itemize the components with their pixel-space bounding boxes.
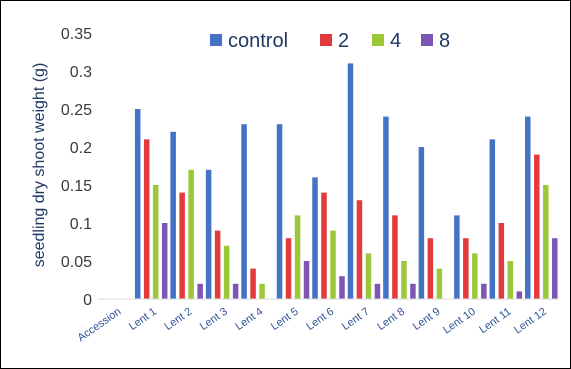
bar-lent-6-series-control xyxy=(312,177,318,299)
legend-swatch xyxy=(210,34,222,46)
bar-lent-1-series-4 xyxy=(152,185,159,299)
bar-lent-12-series-8 xyxy=(552,238,558,299)
bar-lent-5-series-control xyxy=(276,124,283,299)
bar-lent-9-series-2 xyxy=(427,238,434,299)
x-tick-label: Lent 11 xyxy=(477,306,513,336)
x-tick-label: Lent 4 xyxy=(233,306,265,333)
x-tick-label: Lent 5 xyxy=(269,306,301,333)
legend-swatch xyxy=(421,34,433,46)
bar-lent-7-series-2 xyxy=(356,200,363,299)
bar-lent-10-series-8 xyxy=(481,283,487,299)
bar-lent-8-series-control xyxy=(383,116,389,299)
y-tick-label: 0 xyxy=(83,292,92,309)
bar-lent-7-series-4 xyxy=(365,253,372,299)
bar-lent-2-series-8 xyxy=(197,283,203,299)
bar-lent-7-series-control xyxy=(347,63,354,300)
x-tick-label: Accession xyxy=(75,306,123,345)
bar-lent-4-series-control xyxy=(241,124,247,299)
bar-lent-3-series-2 xyxy=(214,230,221,299)
bar-lent-8-series-8 xyxy=(410,283,416,299)
x-tick-label: Lent 10 xyxy=(441,306,478,337)
legend-swatch xyxy=(372,34,384,46)
x-tick-label: Lent 6 xyxy=(304,306,336,333)
x-tick-label: Lent 2 xyxy=(162,306,194,333)
bar-lent-6-series-2 xyxy=(321,192,327,299)
legend-label: 4 xyxy=(390,30,401,52)
bar-lent-2-series-control xyxy=(170,131,176,299)
bar-lent-2-series-4 xyxy=(188,169,194,299)
bar-lent-2-series-2 xyxy=(179,192,185,299)
y-tick-label: 0.15 xyxy=(61,178,92,195)
bar-lent-10-series-2 xyxy=(463,238,469,299)
bar-lent-5-series-8 xyxy=(303,261,310,299)
x-tick-label: Lent 12 xyxy=(512,306,549,337)
bar-lent-11-series-control xyxy=(489,139,496,299)
x-tick-label: Lent 7 xyxy=(340,306,372,333)
y-tick-label: 0.3 xyxy=(70,64,92,81)
bar-lent-6-series-4 xyxy=(330,230,336,299)
bar-lent-11-series-8 xyxy=(516,291,523,299)
legend-label: 8 xyxy=(439,30,450,52)
bar-lent-12-series-control xyxy=(525,116,531,299)
y-tick-label: 0.25 xyxy=(61,102,92,119)
bar-lent-11-series-2 xyxy=(498,223,505,299)
bar-lent-6-series-8 xyxy=(339,276,345,299)
x-tick-label: Lent 9 xyxy=(411,306,443,333)
bar-lent-9-series-4 xyxy=(436,268,443,299)
bar-lent-12-series-4 xyxy=(543,185,549,299)
x-tick-label: Lent 8 xyxy=(375,306,407,333)
bar-lent-1-series-8 xyxy=(161,223,168,299)
legend: control 2 4 8 xyxy=(210,30,450,52)
bar-lent-9-series-control xyxy=(418,147,425,299)
bar-lent-10-series-control xyxy=(454,215,460,299)
bar-lent-3-series-control xyxy=(205,169,212,299)
legend-label: 2 xyxy=(338,30,349,52)
legend-label: control xyxy=(228,30,288,52)
bar-lent-5-series-4 xyxy=(294,215,301,299)
y-axis-label: seedling dry shoot weight (g) xyxy=(31,63,48,268)
bar-lent-10-series-4 xyxy=(472,253,478,299)
bar-lent-12-series-2 xyxy=(534,154,540,299)
y-tick-label: 0.2 xyxy=(70,140,92,157)
y-axis-ticks: 0 0.05 0.1 0.15 0.2 0.25 0.3 0.35 xyxy=(61,26,92,309)
bar-lent-8-series-2 xyxy=(392,215,398,299)
bars xyxy=(134,63,558,300)
bar-lent-3-series-4 xyxy=(223,245,230,299)
bar-lent-5-series-2 xyxy=(285,238,292,299)
bar-lent-8-series-4 xyxy=(401,261,407,299)
bar-lent-1-series-control xyxy=(134,109,141,299)
x-tick-label: Lent 3 xyxy=(198,306,230,333)
y-tick-label: 0.1 xyxy=(70,216,92,233)
y-tick-label: 0.35 xyxy=(61,26,92,43)
legend-swatch xyxy=(320,34,332,46)
x-tick-label: Lent 1 xyxy=(127,306,159,333)
bar-lent-4-series-2 xyxy=(250,268,256,299)
bar-lent-1-series-2 xyxy=(143,139,150,299)
bar-lent-3-series-8 xyxy=(232,283,239,299)
y-tick-label: 0.05 xyxy=(61,254,92,271)
bar-lent-11-series-4 xyxy=(507,261,514,299)
bar-lent-7-series-8 xyxy=(374,283,381,299)
bar-lent-4-series-4 xyxy=(259,283,265,299)
